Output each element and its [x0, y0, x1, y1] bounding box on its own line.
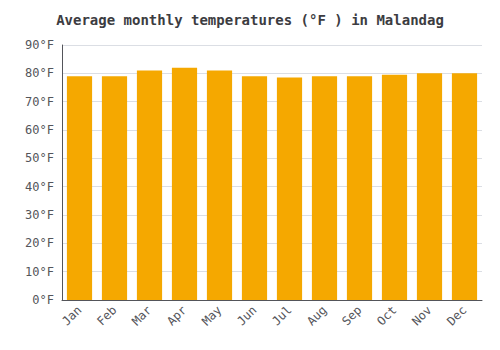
svg-text:90°F: 90°F: [25, 38, 54, 52]
svg-text:Oct: Oct: [374, 303, 399, 328]
svg-text:Average monthly temperatures (: Average monthly temperatures (°F ) in Ma…: [56, 12, 444, 28]
svg-text:Feb: Feb: [94, 303, 119, 328]
svg-text:0°F: 0°F: [32, 293, 54, 307]
svg-text:Dec: Dec: [444, 303, 469, 328]
svg-text:Mar: Mar: [129, 303, 154, 328]
svg-text:70°F: 70°F: [25, 95, 54, 109]
svg-text:30°F: 30°F: [25, 208, 54, 222]
svg-text:Nov: Nov: [409, 303, 434, 328]
svg-text:Jul: Jul: [269, 303, 294, 328]
svg-text:40°F: 40°F: [25, 180, 54, 194]
svg-text:Jan: Jan: [59, 303, 84, 328]
svg-text:May: May: [199, 303, 224, 328]
svg-text:20°F: 20°F: [25, 236, 54, 250]
svg-text:Sep: Sep: [339, 303, 364, 328]
svg-text:50°F: 50°F: [25, 151, 54, 165]
svg-text:80°F: 80°F: [25, 66, 54, 80]
svg-text:Jun: Jun: [234, 303, 259, 328]
svg-text:Aug: Aug: [304, 303, 329, 328]
svg-text:10°F: 10°F: [25, 265, 54, 279]
svg-text:60°F: 60°F: [25, 123, 54, 137]
svg-text:Apr: Apr: [164, 303, 189, 328]
